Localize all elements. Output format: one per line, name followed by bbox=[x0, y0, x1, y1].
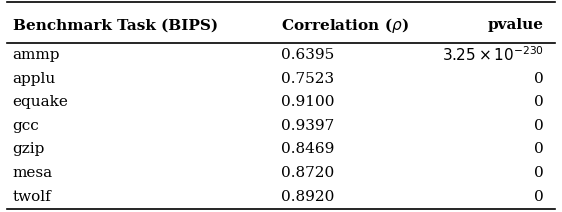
Text: pvalue: pvalue bbox=[488, 18, 544, 32]
Text: 0.8720: 0.8720 bbox=[281, 166, 334, 180]
Text: 0.8469: 0.8469 bbox=[281, 142, 334, 156]
Text: 0.9397: 0.9397 bbox=[281, 119, 334, 133]
Text: $3.25\times10^{-230}$: $3.25\times10^{-230}$ bbox=[442, 46, 544, 64]
Text: 0.9100: 0.9100 bbox=[281, 95, 334, 109]
Text: ammp: ammp bbox=[12, 48, 60, 62]
Text: 0: 0 bbox=[534, 190, 544, 204]
Text: 0.7523: 0.7523 bbox=[281, 72, 334, 86]
Text: mesa: mesa bbox=[12, 166, 53, 180]
Text: 0: 0 bbox=[534, 72, 544, 86]
Text: twolf: twolf bbox=[12, 190, 51, 204]
Text: 0.6395: 0.6395 bbox=[281, 48, 334, 62]
Text: equake: equake bbox=[12, 95, 69, 109]
Text: 0.8920: 0.8920 bbox=[281, 190, 334, 204]
Text: 0: 0 bbox=[534, 95, 544, 109]
Text: 0: 0 bbox=[534, 119, 544, 133]
Text: Benchmark Task (BIPS): Benchmark Task (BIPS) bbox=[12, 18, 217, 32]
Text: Correlation ($\rho$): Correlation ($\rho$) bbox=[281, 16, 409, 35]
Text: applu: applu bbox=[12, 72, 56, 86]
Text: 0: 0 bbox=[534, 142, 544, 156]
Text: gcc: gcc bbox=[12, 119, 39, 133]
Text: gzip: gzip bbox=[12, 142, 45, 156]
Text: 0: 0 bbox=[534, 166, 544, 180]
